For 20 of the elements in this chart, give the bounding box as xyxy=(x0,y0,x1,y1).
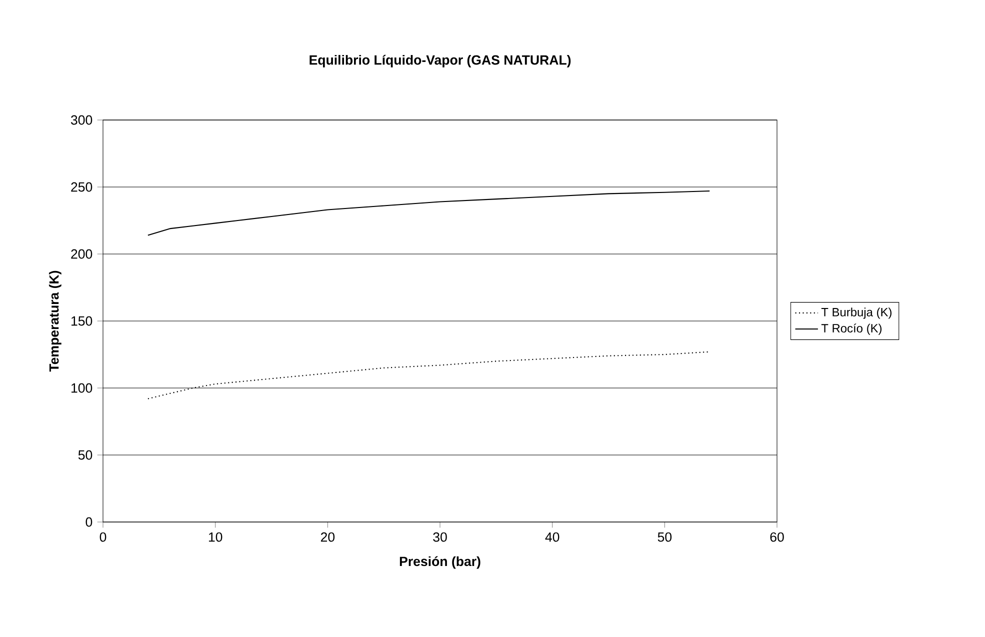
y-tick-label: 50 xyxy=(78,450,92,460)
x-tick-label: 10 xyxy=(208,532,222,542)
x-tick-label: 50 xyxy=(658,532,672,542)
x-axis-title: Presión (bar) xyxy=(400,556,480,569)
x-tick-label: 0 xyxy=(100,532,106,542)
y-tick-label: 0 xyxy=(86,517,92,527)
line-series xyxy=(147,190,710,236)
y-tick-label: 200 xyxy=(71,249,92,259)
x-tick-label: 20 xyxy=(320,532,335,542)
y-axis-title: Temperatura (K) xyxy=(48,270,62,372)
chart-title: Equilibrio Líquido-Vapor (GAS NATURAL) xyxy=(310,54,571,68)
y-tick-label: 100 xyxy=(71,383,92,393)
x-tick-label: 30 xyxy=(433,532,447,542)
y-tick-label: 300 xyxy=(70,115,92,125)
legend-label: T Burbuja (K) xyxy=(821,308,892,319)
x-tick-label: 40 xyxy=(545,532,560,542)
x-tick-label: 60 xyxy=(770,532,784,542)
y-tick-label: 150 xyxy=(71,316,92,326)
legend-label: T Rocío (K) xyxy=(821,324,882,335)
y-tick-label: 250 xyxy=(71,182,92,192)
